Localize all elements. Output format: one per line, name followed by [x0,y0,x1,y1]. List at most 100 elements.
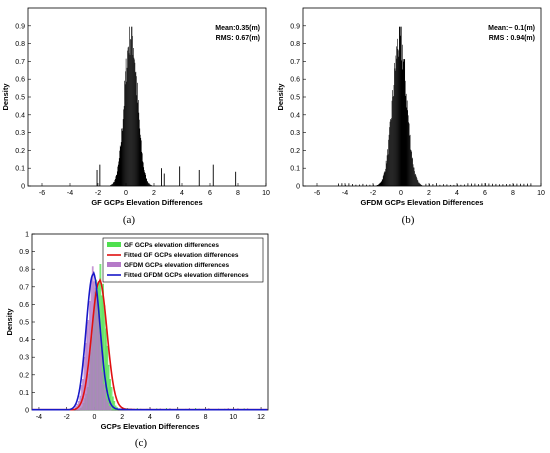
hist-bar [420,183,421,186]
hist-bar [141,151,143,186]
hist-bar [395,70,396,186]
x-tick-label: -6 [39,190,45,197]
hist-bar [128,46,129,187]
hist-bar [390,119,391,186]
y-tick-label: 0.2 [19,372,29,379]
y-tick-label: 0.8 [290,41,300,48]
hist-bar [136,95,138,186]
y-tick-label: 0.3 [290,130,300,137]
hist-bar [97,314,100,411]
hist-bar [379,182,381,186]
y-tick-label: 0.5 [19,320,29,327]
hist-bar [352,184,353,186]
hist-bar [398,56,399,186]
hist-bar [467,183,469,186]
y-tick-label: 0.3 [19,355,29,362]
hist-bar [412,164,414,186]
plot-frame [302,7,542,187]
hist-bar [380,181,382,186]
hist-bar [386,163,387,186]
y-tick-label: 0.2 [15,148,25,155]
hist-bar [373,184,374,186]
legend: GF GCPs elevation differences Fitted GF G… [102,237,264,283]
hist-bar [144,172,146,186]
hist-bar [119,150,121,186]
hist-bar [450,184,451,186]
hist-bar [235,171,237,186]
hist-bar [488,183,490,186]
hist-bar [394,68,396,186]
hist-bar [116,171,118,186]
hist-bar [485,183,486,186]
hist-bar [446,184,448,186]
hist-bar [113,182,114,186]
hist-bar [122,128,123,186]
hist-bar [390,120,392,186]
hist-bar [338,183,339,186]
hist-bar [146,178,147,186]
plot-frame [27,7,267,187]
hist-bar [393,85,395,186]
hist-bar [432,184,434,186]
hist-bar [130,39,131,187]
hist-bar [108,405,111,411]
hist-bar [377,185,379,186]
hist-bar [402,69,404,186]
hist-bar [134,59,135,186]
hist-bar [471,183,472,186]
y-tick-label: 0.9 [19,249,29,256]
hist-bar [151,185,152,186]
hist-bar [413,167,414,186]
hist-bar [134,62,136,186]
x-tick-label: 2 [152,190,156,197]
x-tick-label: 6 [176,414,180,421]
hist-bar [399,26,400,186]
hist-bar [100,351,102,411]
y-tick-label: 0 [21,184,25,191]
x-tick-label: -2 [370,190,376,197]
y-tick-label: 0.2 [290,148,300,155]
hist-bar [138,100,139,186]
hist-bar [129,54,131,187]
hist-bar [109,379,111,411]
x-tick-label: 4 [148,414,152,421]
caption-b: (b) [402,214,415,226]
x-tick-label: 4 [180,190,184,197]
legend-swatch [107,242,121,247]
hist-bar [407,115,409,186]
hist-bar [418,182,420,186]
hist-bar [142,162,144,186]
hist-bar [121,130,123,186]
x-tick-label: 2 [427,190,431,197]
hist-bar [119,145,121,186]
hist-bar [345,184,346,186]
hist-bar [388,139,389,186]
legend-entry: GF GCPs elevation differences [124,242,219,249]
hist-bar [125,58,127,186]
hist-bar [474,183,476,186]
hist-bar [419,183,420,186]
hist-bar [131,26,132,186]
hist-bar [457,184,458,186]
y-tick-label: 0.3 [15,130,25,137]
hist-bar [362,183,364,186]
x-tick-label: 0 [399,190,403,197]
chart-b: -6 -4 -2 0 2 4 6 8 10 0 0.1 0.2 0.3 0.4 0.5 0.6 0.7 0.8 0.… [276,7,545,207]
hist-bar [129,26,130,186]
hist-bar [123,105,125,186]
y-tick-label: 0.6 [15,77,25,84]
hist-bar [396,46,397,187]
hist-bar [436,183,437,186]
hist-bar [389,121,391,186]
caption-c: (c) [135,437,148,449]
hist-bar [143,170,145,186]
hist-bar [101,372,104,411]
hist-bar [163,173,165,186]
y-axis-label: Density [5,308,14,336]
hist-bar [385,160,387,186]
hist-bar [104,389,107,411]
hist-bar [138,112,140,186]
caption-a: (a) [123,214,136,226]
hist-bar [400,26,402,186]
legend-swatch [107,262,121,267]
